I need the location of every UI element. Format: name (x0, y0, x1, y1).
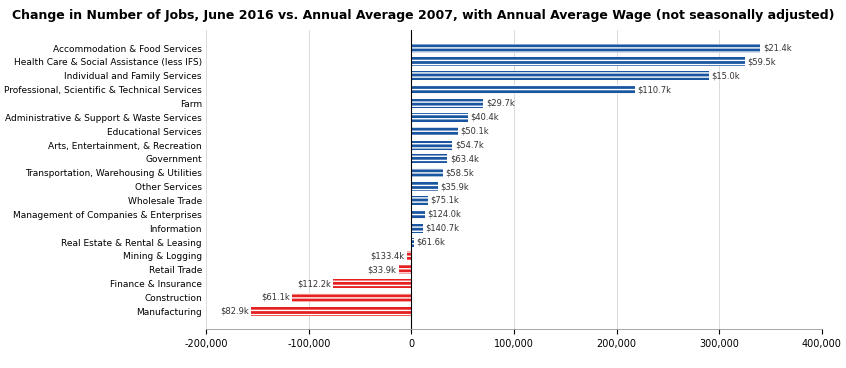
Bar (411, 196, 428, 205)
Bar (399, 265, 411, 274)
Bar (411, 113, 468, 122)
Text: $82.9k: $82.9k (220, 307, 249, 316)
Text: $58.5k: $58.5k (446, 168, 475, 177)
Bar (411, 210, 425, 219)
Bar (407, 251, 411, 261)
Bar (411, 141, 453, 149)
Bar (411, 224, 423, 233)
Bar (407, 251, 411, 261)
Bar (411, 210, 425, 219)
Bar (411, 168, 443, 177)
Bar (411, 43, 761, 53)
Text: $61.6k: $61.6k (416, 237, 445, 247)
Text: $124.0k: $124.0k (427, 210, 461, 219)
Bar (411, 99, 483, 108)
Bar (411, 127, 458, 136)
Text: $33.9k: $33.9k (368, 265, 397, 274)
Bar (333, 279, 411, 288)
Bar (411, 85, 635, 94)
Text: $40.4k: $40.4k (470, 113, 499, 122)
Text: $61.1k: $61.1k (261, 293, 289, 302)
Bar (411, 57, 745, 66)
Bar (251, 307, 411, 316)
Bar (293, 293, 411, 302)
Bar (251, 307, 411, 316)
Bar (411, 43, 761, 53)
Text: $35.9k: $35.9k (441, 182, 470, 191)
Bar (411, 154, 448, 163)
Text: $133.4k: $133.4k (370, 251, 404, 260)
Text: $21.4k: $21.4k (763, 43, 792, 53)
Bar (411, 182, 438, 191)
Bar (411, 168, 443, 177)
Bar (411, 196, 428, 205)
Text: $75.1k: $75.1k (431, 196, 459, 205)
Bar (333, 279, 411, 288)
Bar (411, 237, 414, 247)
Text: Change in Number of Jobs, June 2016 vs. Annual Average 2007, with Annual Average: Change in Number of Jobs, June 2016 vs. … (12, 9, 834, 22)
Text: $15.0k: $15.0k (711, 71, 740, 80)
Text: $63.4k: $63.4k (450, 155, 479, 163)
Bar (411, 71, 709, 80)
Bar (411, 127, 458, 136)
Bar (411, 154, 448, 163)
Bar (411, 141, 453, 149)
Bar (399, 265, 411, 274)
Bar (293, 293, 411, 302)
Text: $112.2k: $112.2k (297, 279, 331, 288)
Bar (411, 182, 438, 191)
Bar (411, 99, 483, 108)
Text: $29.7k: $29.7k (486, 99, 514, 108)
Bar (411, 85, 635, 94)
Text: $50.1k: $50.1k (460, 127, 489, 136)
Bar (411, 57, 745, 66)
Bar (411, 113, 468, 122)
Bar (411, 237, 414, 247)
Text: $110.7k: $110.7k (638, 85, 672, 94)
Bar (411, 71, 709, 80)
Text: $59.5k: $59.5k (748, 57, 776, 66)
Text: $54.7k: $54.7k (455, 141, 484, 149)
Text: $140.7k: $140.7k (426, 224, 459, 233)
Bar (411, 224, 423, 233)
